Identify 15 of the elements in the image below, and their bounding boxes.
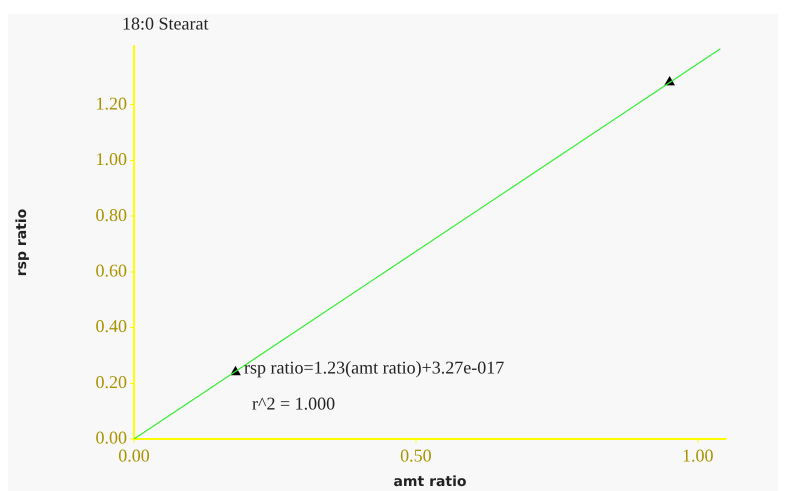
y-axis-title: rsp ratio	[14, 208, 30, 276]
annotation: rsp ratio=1.23(amt ratio)+3.27e-017	[244, 358, 504, 378]
x-tick-label: 1.00	[682, 446, 714, 466]
x-tick-label: 0.50	[400, 446, 432, 466]
y-tick-label: 0.60	[96, 260, 127, 280]
annotation: r^2 = 1.000	[252, 394, 336, 414]
chart-title: 18:0 Stearat	[122, 14, 208, 34]
y-tick-label: 0.40	[96, 316, 127, 336]
y-tick-label: 1.20	[96, 93, 127, 114]
y-tick-label: 0.00	[96, 428, 127, 448]
y-tick-label: 1.00	[96, 149, 127, 170]
y-tick-label: 0.20	[96, 372, 127, 392]
x-tick-label: 0.00	[118, 446, 150, 466]
y-tick-label: 0.80	[96, 204, 127, 225]
x-axis-title: amt ratio	[393, 474, 467, 490]
